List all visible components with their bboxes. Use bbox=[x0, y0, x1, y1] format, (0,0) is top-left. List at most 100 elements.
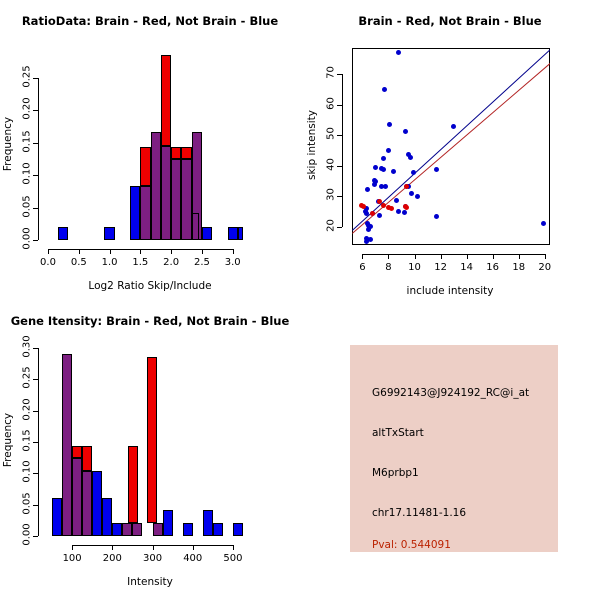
x-tick-label: 2.5 bbox=[193, 257, 210, 268]
info-pval: Pval: 0.544091 bbox=[372, 539, 451, 551]
gene-intensity-title: Gene Itensity: Brain - Red, Not Brain - … bbox=[10, 314, 290, 328]
scatter-point-not-brain bbox=[387, 121, 393, 127]
x-tick bbox=[388, 254, 390, 259]
scatter-point-brain bbox=[380, 202, 386, 208]
y-tick-label: 0.15 bbox=[21, 130, 33, 153]
y-tick bbox=[33, 348, 38, 349]
x-tick bbox=[152, 545, 154, 550]
y-tick bbox=[337, 196, 342, 198]
gene-hist-bar bbox=[162, 510, 173, 536]
x-tick bbox=[72, 545, 74, 550]
x-tick-label: 500 bbox=[223, 553, 243, 564]
ratio-histogram-title: RatioData: Brain - Red, Not Brain - Blue bbox=[21, 14, 279, 28]
y-tick-label: 0.05 bbox=[21, 492, 33, 515]
ratio-hist-bar bbox=[160, 146, 172, 240]
scatter-point-brain bbox=[376, 198, 382, 204]
x-tick bbox=[171, 249, 173, 254]
gene-intensity-panel: Gene Itensity: Brain - Red, Not Brain - … bbox=[0, 300, 300, 600]
y-tick bbox=[33, 379, 38, 381]
scatter-point-not-brain bbox=[376, 212, 382, 218]
scatter-point-not-brain bbox=[380, 166, 386, 172]
x-tick bbox=[440, 254, 442, 259]
y-tick bbox=[337, 135, 342, 137]
gene-hist-bar bbox=[72, 445, 83, 458]
x-tick bbox=[544, 254, 546, 259]
x-tick-label: 3.0 bbox=[224, 257, 241, 268]
y-tick-label: 60 bbox=[325, 96, 337, 110]
scatter-panel: Brain - Red, Not Brain - Blue 6 8 10 12 14 16… bbox=[300, 0, 600, 300]
gene-hist-bar bbox=[62, 354, 73, 536]
x-tick bbox=[232, 545, 234, 550]
scatter-point-not-brain bbox=[363, 238, 369, 244]
scatter-point-not-brain bbox=[414, 193, 420, 199]
y-tick bbox=[33, 77, 38, 79]
x-tick-label: 400 bbox=[183, 553, 203, 564]
scatter-point-not-brain bbox=[380, 156, 386, 162]
info-locus: chr17.11481-1.16 bbox=[372, 507, 467, 519]
x-tick bbox=[112, 545, 114, 550]
x-tick-label: 18 bbox=[512, 262, 526, 273]
scatter-point-not-brain bbox=[372, 164, 378, 170]
gene-hist-bar bbox=[52, 498, 63, 536]
x-tick-label: 2.0 bbox=[163, 257, 180, 268]
x-tick bbox=[466, 254, 468, 259]
scatter-point-not-brain bbox=[367, 237, 373, 242]
scatter-point-brain bbox=[361, 204, 367, 210]
scatter-plot-frame bbox=[352, 48, 550, 245]
scatter-point-brain bbox=[370, 211, 376, 217]
gene-hist-bar bbox=[232, 523, 243, 536]
scatter-point-brain bbox=[358, 202, 364, 208]
gene-hist-bar bbox=[82, 445, 93, 471]
scatter-title: Brain - Red, Not Brain - Blue bbox=[358, 14, 542, 28]
ratio-hist-bar bbox=[227, 227, 238, 240]
x-tick-label: 200 bbox=[102, 553, 122, 564]
ratio-hist-bar bbox=[191, 212, 200, 240]
scatter-point-brain bbox=[404, 183, 410, 189]
ratio-hist-bar bbox=[140, 147, 151, 187]
y-tick bbox=[33, 536, 38, 537]
gene-hist-bar bbox=[146, 357, 157, 524]
scatter-point-not-brain bbox=[451, 123, 457, 129]
scatter-point-not-brain bbox=[396, 50, 402, 56]
gene-hist-bar bbox=[82, 470, 93, 536]
y-tick-label: 0.00 bbox=[21, 227, 33, 250]
y-tick-label: 30 bbox=[325, 188, 337, 201]
ratio-hist-bar bbox=[181, 147, 192, 159]
y-tick bbox=[33, 240, 38, 241]
y-tick bbox=[33, 504, 38, 506]
x-tick-label: 100 bbox=[62, 553, 82, 564]
x-tick bbox=[201, 249, 203, 254]
y-tick bbox=[337, 73, 342, 75]
y-tick-label: 40 bbox=[325, 157, 337, 171]
ratio-hist-bar bbox=[130, 186, 141, 240]
ratio-hist-bar bbox=[171, 158, 182, 240]
x-tick-label: 300 bbox=[142, 553, 163, 564]
gene-hist-bar bbox=[202, 510, 213, 536]
scatter-point-not-brain bbox=[396, 208, 402, 214]
y-tick bbox=[33, 473, 38, 475]
y-tick bbox=[33, 410, 38, 412]
scatter-point-not-brain bbox=[540, 221, 546, 227]
gene-hist-bar bbox=[72, 457, 83, 536]
y-tick-label: 0.10 bbox=[21, 460, 33, 483]
gene-hist-bar bbox=[102, 498, 113, 536]
y-tick bbox=[33, 442, 38, 443]
x-tick-label: 12 bbox=[434, 262, 447, 273]
y-tick-label: 0.25 bbox=[21, 65, 33, 88]
x-tick bbox=[109, 249, 111, 254]
gene-hist-bar bbox=[212, 523, 223, 536]
x-tick-label: 6 bbox=[359, 262, 366, 273]
scatter-point-not-brain bbox=[434, 167, 440, 173]
scatter-point-not-brain bbox=[391, 169, 397, 175]
ratio-hist-bar bbox=[104, 227, 115, 240]
x-tick-label: 8 bbox=[385, 262, 392, 273]
x-tick bbox=[48, 249, 49, 254]
y-tick-label: 0.30 bbox=[21, 335, 33, 358]
ratio-hist-bar bbox=[201, 227, 213, 240]
y-tick-label: 0.20 bbox=[21, 97, 33, 120]
gene-info-box: G6992143@J924192_RC@i_at altTxStart M6pr… bbox=[350, 345, 558, 552]
x-tick bbox=[492, 254, 494, 259]
x-tick-label: 10 bbox=[408, 262, 421, 273]
gene-hist-bar bbox=[112, 523, 123, 536]
scatter-point-not-brain bbox=[366, 226, 372, 232]
